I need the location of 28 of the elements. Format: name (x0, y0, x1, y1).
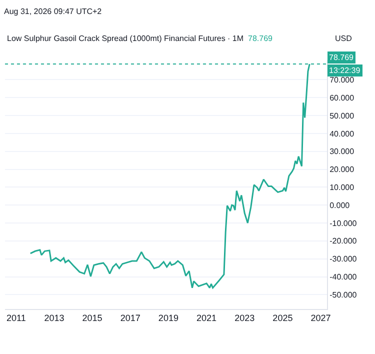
y-tick-label: 30.000 (330, 147, 355, 156)
y-tick-label: -30.000 (330, 254, 358, 264)
ref-line-label: 78.769 (329, 53, 354, 62)
y-tick-label: 50.000 (330, 111, 355, 120)
x-tick-label: 2017 (120, 312, 140, 323)
x-tick-label: 2011 (6, 312, 26, 323)
x-tick-label: 2013 (44, 312, 64, 323)
x-tick-label: 2021 (196, 312, 217, 323)
y-tick-label: 60.000 (330, 93, 355, 102)
x-tick-label: 2015 (82, 312, 102, 323)
y-tick-label: -40.000 (330, 272, 358, 282)
y-tick-label: -50.000 (330, 290, 358, 300)
y-tick-label: 20.000 (330, 165, 355, 174)
text: Aug 31, 2026 09:47 UTC+2 (4, 7, 102, 16)
x-tick-label: 2025 (272, 312, 293, 323)
y-tick-label: 0.000 (330, 200, 350, 210)
y-tick-label: 10.000 (330, 182, 355, 192)
chart-subtitle: 78.769 (248, 34, 274, 43)
x-tick-label: 2019 (158, 312, 178, 323)
y-tick-label: -20.000 (330, 236, 358, 246)
y-tick-label: 70.000 (330, 76, 355, 85)
text: 13:22:39 (329, 66, 361, 75)
x-tick-label: 2023 (234, 312, 255, 323)
x-tick-label: 2027 (310, 312, 331, 323)
chart-title: Low Sulphur Gasoil Crack Spread (1000mt) Financial Futures · 1M (7, 34, 244, 43)
y-tick-label: -10.000 (330, 218, 358, 228)
y-tick-label: 40.000 (330, 129, 355, 138)
y-axis-title: USD (335, 34, 352, 43)
